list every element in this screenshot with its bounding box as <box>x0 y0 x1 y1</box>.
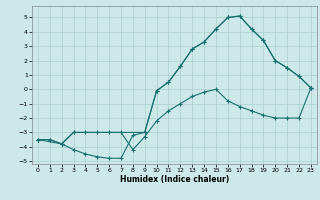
X-axis label: Humidex (Indice chaleur): Humidex (Indice chaleur) <box>120 175 229 184</box>
